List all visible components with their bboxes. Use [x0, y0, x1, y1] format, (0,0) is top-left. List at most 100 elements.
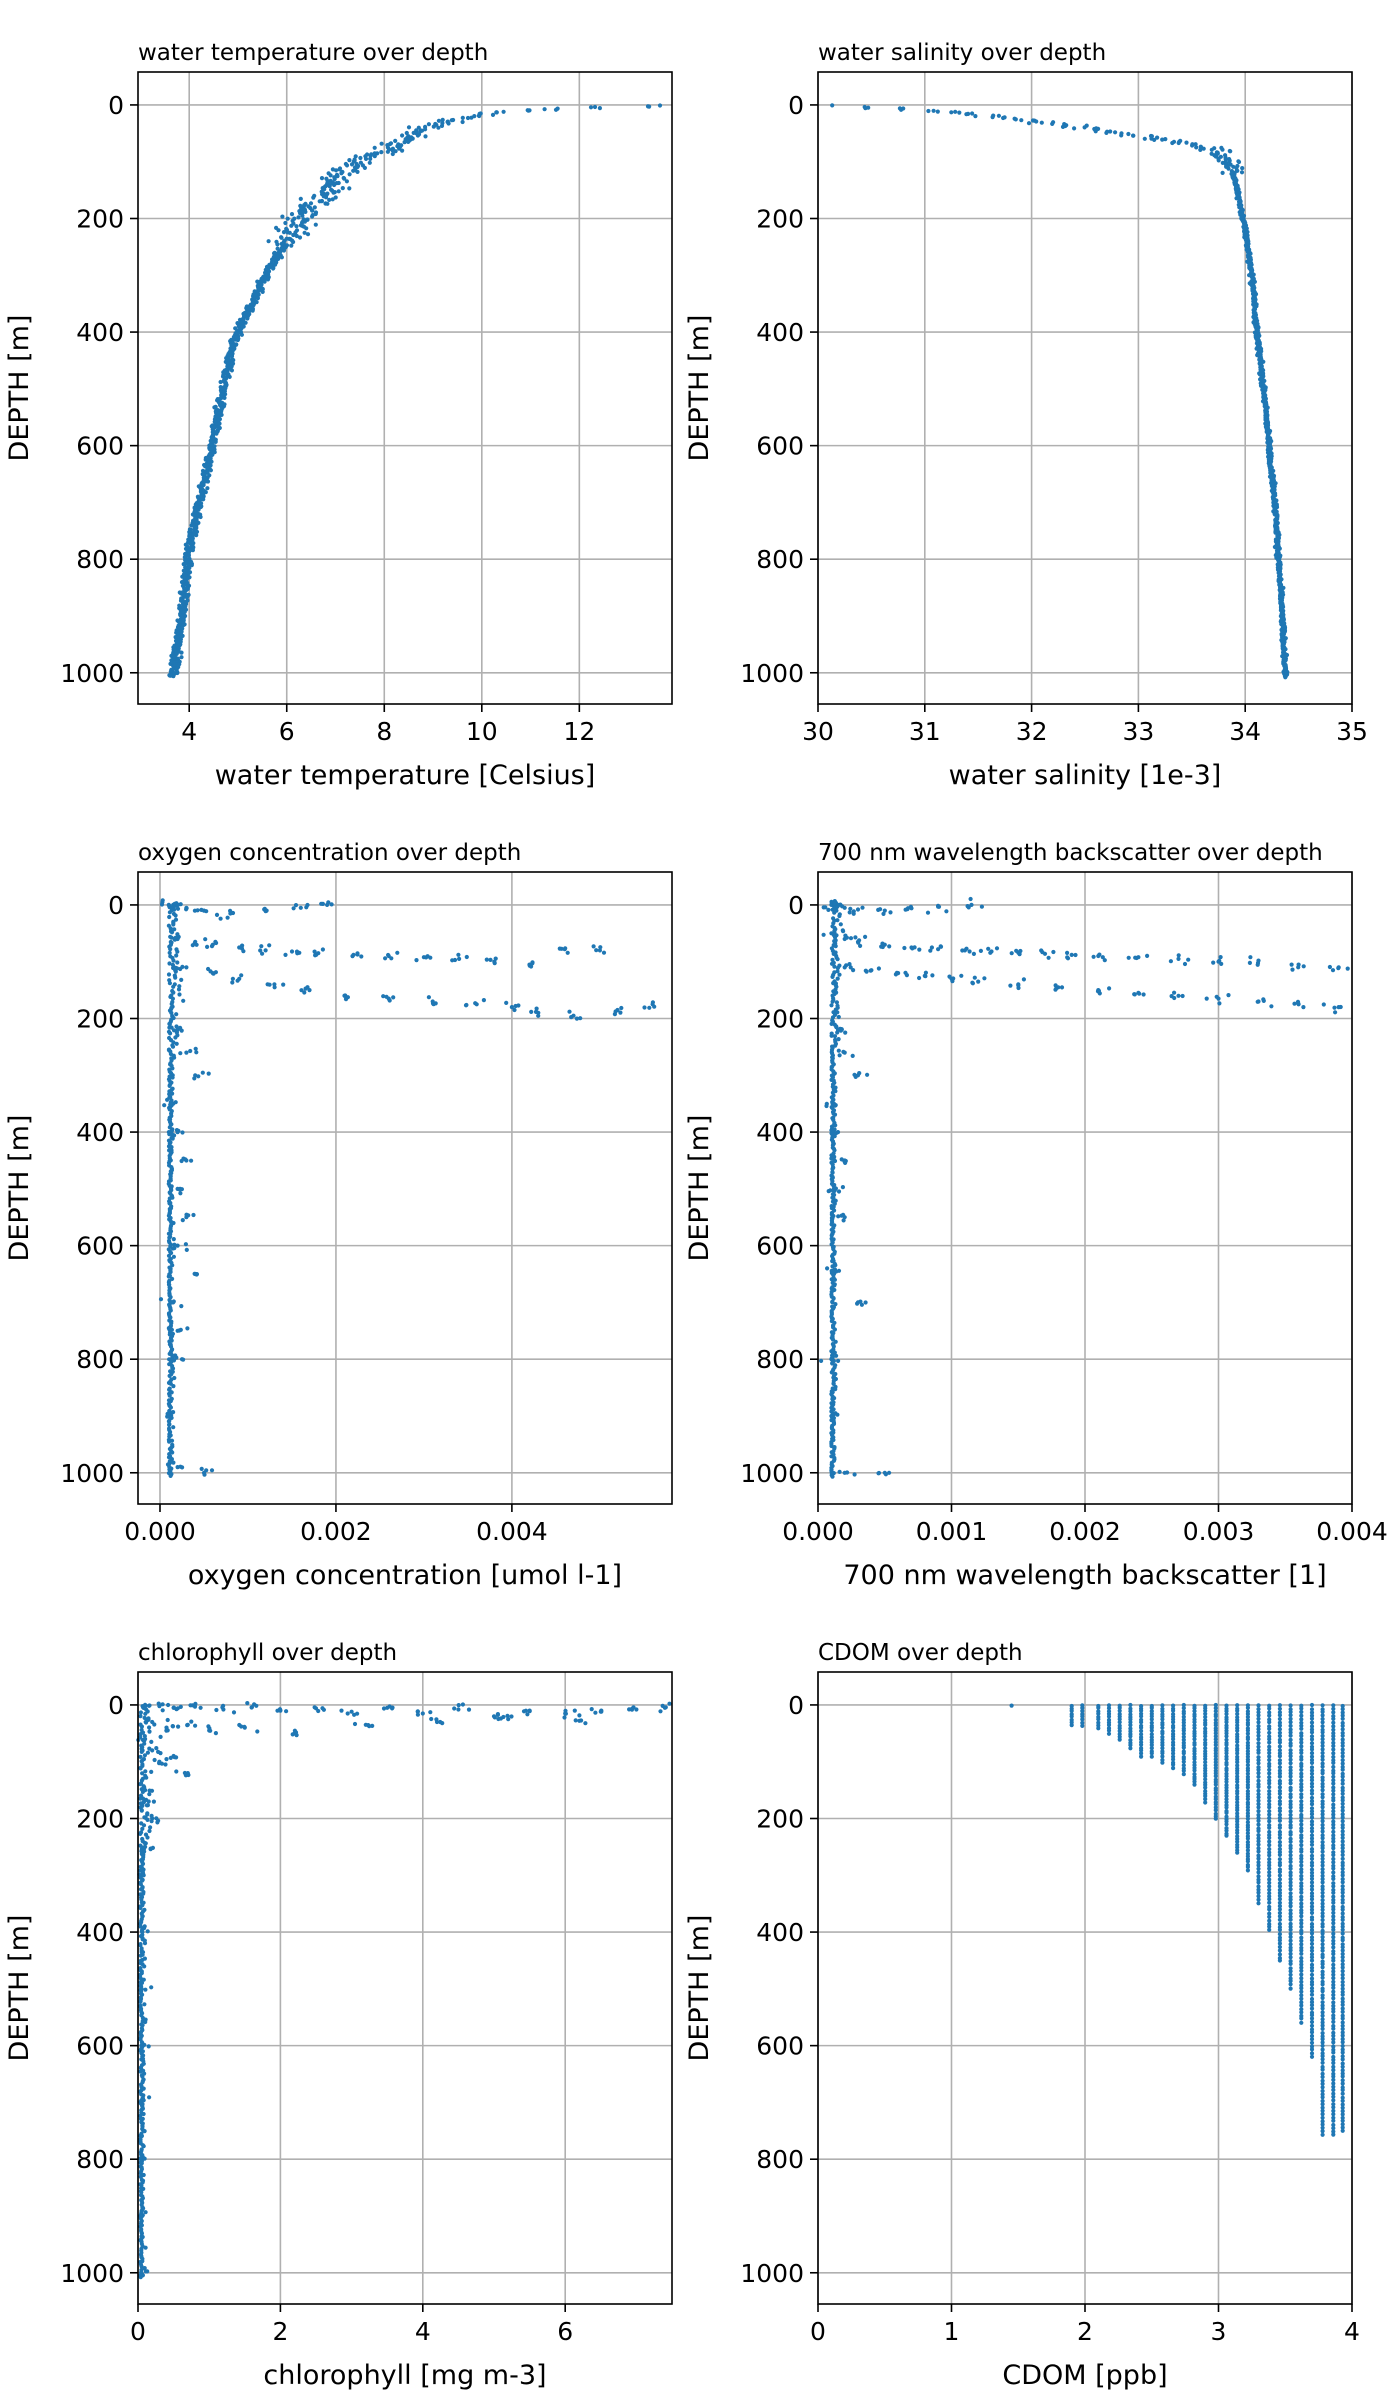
chart-3-point	[175, 949, 180, 954]
chart-6-point	[1267, 1706, 1272, 1711]
chart-6-point	[1309, 1737, 1315, 1742]
chart-6-point	[1320, 1812, 1325, 1817]
chart-4-point	[1051, 949, 1056, 955]
chart-3-point	[174, 1024, 179, 1029]
chart-6-point	[1128, 1709, 1133, 1714]
chart-5-point	[148, 1847, 153, 1852]
chart-6-point	[1160, 1722, 1165, 1727]
chart-4-point	[929, 945, 935, 950]
chart-1-point	[297, 235, 303, 240]
chart-1-point	[276, 228, 281, 233]
chart-1-point	[312, 205, 317, 210]
chart-6-point	[1309, 1962, 1315, 1967]
chart-4-point	[830, 1166, 835, 1172]
chart-5-point	[141, 1977, 146, 1982]
chart-6-point	[1309, 1802, 1315, 1807]
chart-5-point	[148, 1825, 153, 1830]
chart-2-point	[1216, 158, 1221, 163]
chart-6-point	[1309, 1815, 1315, 1820]
chart-3-y-tick-label: 1000	[60, 1459, 124, 1488]
chart-6-point	[1299, 2003, 1304, 2008]
chart-6-point	[1106, 1731, 1112, 1736]
chart-2-points	[830, 103, 1290, 680]
chart-3-point	[175, 966, 180, 971]
chart-6-point	[1224, 1774, 1229, 1779]
chart-6-point	[1245, 1737, 1250, 1742]
chart-6-point	[1256, 1890, 1261, 1895]
chart-1-point	[351, 168, 356, 173]
chart-6-point	[1224, 1800, 1229, 1805]
chart-3-point	[298, 905, 303, 910]
chart-6-point	[1288, 1703, 1293, 1708]
chart-6-point	[1309, 1876, 1315, 1881]
chart-6-point	[1277, 1869, 1282, 1874]
chart-5-point	[174, 1755, 179, 1760]
chart-4-point	[829, 1370, 834, 1375]
chart-6-point	[1235, 1845, 1240, 1850]
chart-6-point	[1106, 1728, 1112, 1733]
chart-5-point	[284, 1709, 289, 1714]
chart-4-point	[1290, 967, 1295, 972]
chart-5-point	[142, 2002, 147, 2007]
chart-6-point	[1256, 1887, 1261, 1892]
chart-3-point	[162, 1103, 167, 1108]
chart-5-point	[138, 1714, 143, 1719]
chart-1-point	[229, 368, 234, 373]
chart-3-x-tick-label: 0.002	[300, 1517, 372, 1546]
chart-6-point	[1235, 1743, 1240, 1748]
chart-2-point	[1209, 147, 1214, 152]
chart-6-point	[1235, 1819, 1240, 1824]
chart-6-point	[1288, 1737, 1293, 1742]
chart-4-point	[1296, 1001, 1301, 1006]
chart-6-point	[1235, 1760, 1240, 1765]
chart-5-point	[143, 2245, 148, 2250]
chart-3-point	[618, 1010, 623, 1015]
chart-5-point	[156, 1818, 161, 1823]
chart-6-point	[1309, 1922, 1315, 1927]
chart-6-point	[1267, 1757, 1272, 1763]
chart-3-point	[196, 1074, 201, 1079]
chart-6-point	[1256, 1703, 1261, 1708]
chart-6-point	[1288, 1859, 1293, 1864]
chart-6-point	[1245, 1831, 1250, 1836]
chart-5-point	[563, 1711, 569, 1716]
chart-4-point	[830, 1474, 835, 1479]
chart-3-point	[171, 1237, 176, 1242]
chart-6-point	[1299, 1968, 1304, 1973]
chart-2-point	[1019, 118, 1024, 123]
chart-6-point	[1288, 1825, 1293, 1830]
chart-6-point	[1277, 1910, 1282, 1916]
chart-3-point	[178, 1025, 183, 1030]
chart-5-point	[589, 1707, 594, 1712]
chart-4-point	[832, 1131, 838, 1136]
chart-5-point	[527, 1709, 532, 1714]
chart-6-point	[1192, 1756, 1197, 1762]
chart-6-point	[1309, 1860, 1315, 1865]
chart-4-point	[834, 1024, 839, 1029]
chart-3-point	[171, 1410, 176, 1415]
chart-5-point	[146, 1799, 151, 1804]
chart-3-point	[173, 975, 178, 980]
chart-5-point	[562, 1715, 567, 1720]
chart-4-point	[917, 947, 922, 952]
chart-5-point	[149, 1739, 154, 1744]
chart-6-point	[1213, 1748, 1218, 1753]
chart-4-point	[1217, 1001, 1222, 1006]
chart-6-point	[1069, 1708, 1074, 1713]
chart-6-point	[1192, 1751, 1197, 1756]
chart-6-point	[1267, 1835, 1272, 1840]
chart-5-point	[577, 1713, 582, 1718]
chart-6-point	[1277, 1932, 1282, 1937]
chart-3-point	[172, 927, 177, 932]
chart-3-point	[173, 969, 178, 974]
chart-6-point	[1245, 1728, 1250, 1733]
chart-3-point	[170, 996, 175, 1001]
chart-6-point	[1181, 1731, 1186, 1736]
chart-4: 0.000 0.001 0.002 0.003 0.004020040060080010…	[684, 840, 1388, 1591]
chart-4-point	[1248, 955, 1253, 960]
chart-6-point	[1256, 1774, 1261, 1779]
chart-6-point	[1277, 1921, 1282, 1927]
chart-3-point	[516, 1003, 521, 1008]
chart-6-point	[1171, 1725, 1176, 1730]
chart-6-point	[1299, 1989, 1304, 1994]
